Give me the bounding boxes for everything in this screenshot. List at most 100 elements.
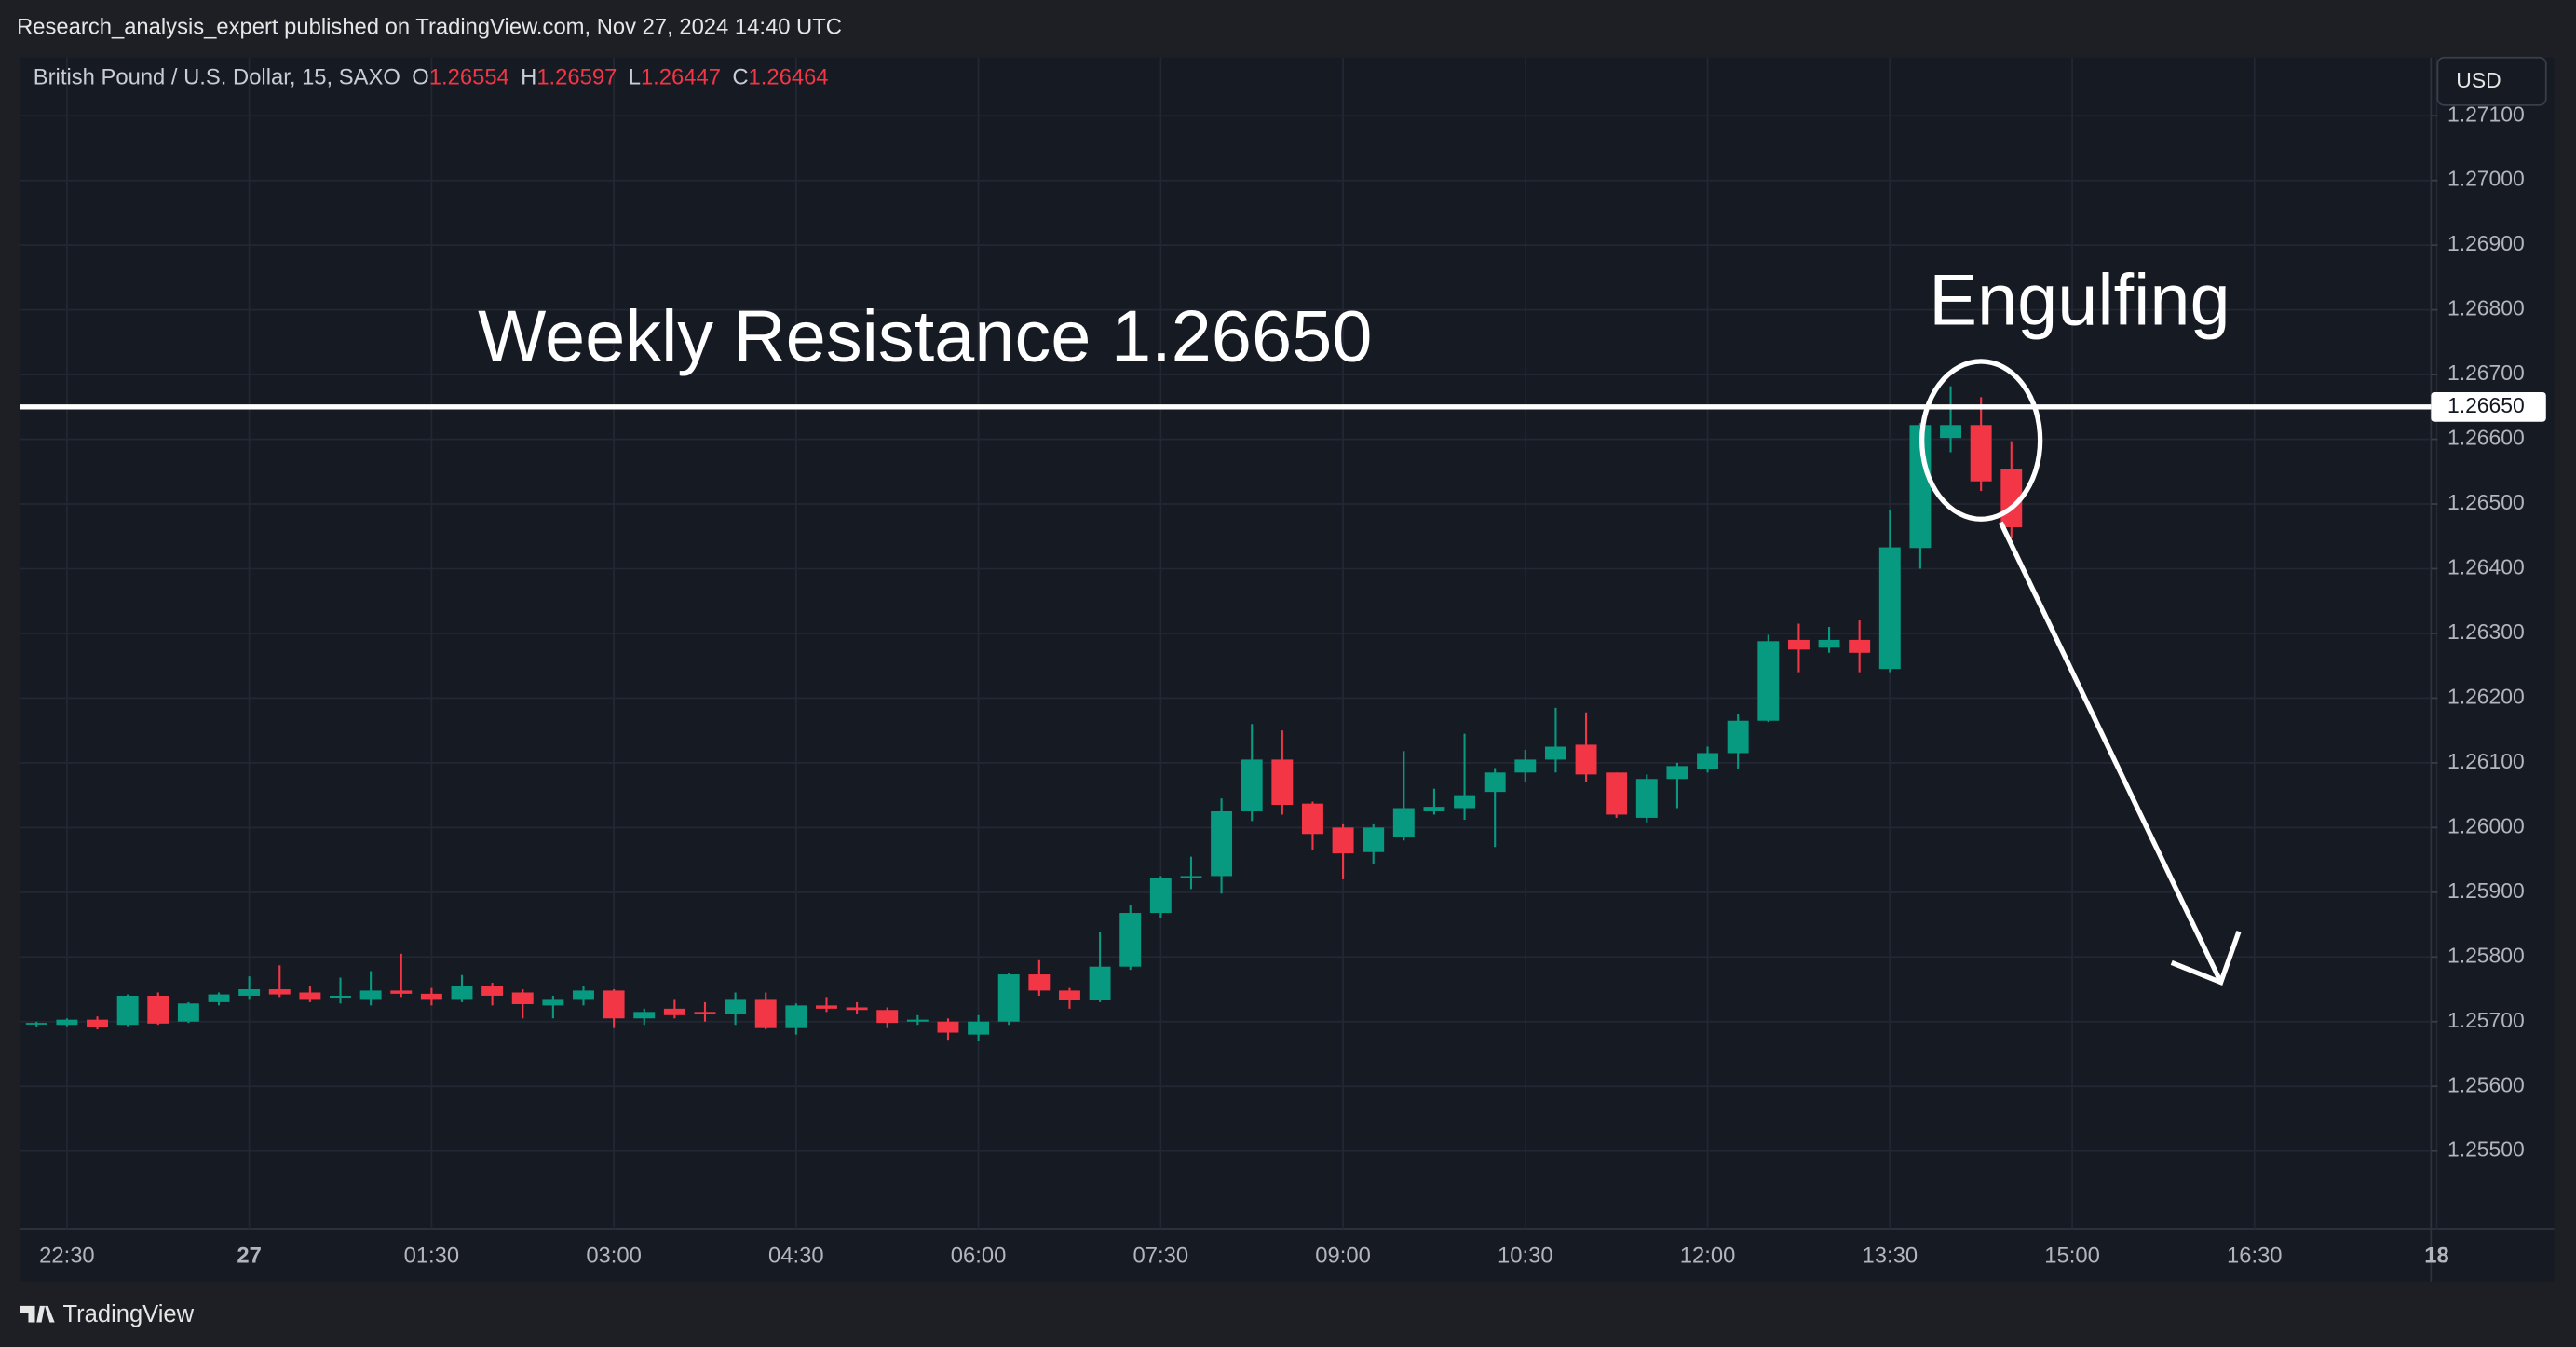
x-tick-label: 27	[237, 1243, 261, 1268]
candle-body	[238, 989, 261, 996]
candle-body	[451, 986, 473, 1000]
resistance-price-label: 1.26650	[2447, 393, 2525, 417]
x-tick-label: 12:00	[1680, 1243, 1736, 1268]
x-tick-label: 16:30	[2227, 1243, 2283, 1268]
candle-body	[906, 1019, 929, 1022]
candle-body	[846, 1007, 868, 1011]
candle-body	[937, 1021, 959, 1033]
x-tick-label: 04:30	[768, 1243, 824, 1268]
candle-body	[1392, 808, 1415, 837]
candle-body	[542, 999, 564, 1006]
candle-body	[725, 999, 747, 1014]
candle-body	[1849, 639, 1871, 653]
candle-body	[1787, 639, 1810, 650]
candle-body	[1970, 425, 1992, 482]
candle-body	[1635, 779, 1658, 818]
y-tick-label: 1.26500	[2447, 490, 2525, 514]
candle-body	[420, 993, 442, 1000]
legend-item: 1.26464	[749, 65, 829, 90]
candle-body	[1606, 772, 1628, 815]
x-tick-label: 13:30	[1863, 1243, 1918, 1268]
candle-body	[1363, 827, 1385, 852]
chart-panel	[20, 57, 2555, 1282]
candle-body	[511, 992, 534, 1004]
candle-body	[147, 995, 169, 1024]
candle-body	[694, 1012, 716, 1014]
y-tick-label: 1.25600	[2447, 1072, 2525, 1096]
y-tick-label: 1.27000	[2447, 167, 2525, 191]
candle-body	[87, 1019, 108, 1027]
x-tick-label: 18	[2424, 1243, 2448, 1268]
y-tick-label: 1.27100	[2447, 102, 2525, 126]
legend-item: L	[629, 65, 641, 90]
candle-body	[1059, 990, 1080, 1000]
brand-name: TradingView	[62, 1301, 194, 1327]
candle-body	[876, 1010, 899, 1024]
legend-item: 1.26554	[429, 65, 509, 90]
legend-item: 1.26447	[641, 65, 721, 90]
overlay	[1919, 359, 2242, 986]
candle-body	[1727, 720, 1749, 754]
legend-item: O	[412, 65, 429, 90]
candle-body	[633, 1012, 656, 1019]
candle-body	[1544, 746, 1566, 760]
candle-body	[1878, 547, 1901, 670]
candle-body	[1909, 425, 1932, 549]
resistance-annotation: Weekly Resistance 1.26650	[478, 296, 1372, 376]
candle-body	[1119, 913, 1142, 967]
candle-body	[208, 994, 230, 1002]
candle-body	[603, 990, 625, 1019]
y-tick-label: 1.26000	[2447, 813, 2525, 837]
y-tick-label: 1.25800	[2447, 943, 2525, 967]
currency-button[interactable]	[2436, 56, 2547, 106]
candle-body	[1484, 772, 1506, 793]
candle-body	[1514, 759, 1537, 773]
candle-body	[1089, 966, 1111, 1000]
candle-body	[1211, 810, 1233, 877]
engulfing-circle	[1919, 359, 2043, 522]
y-tick-label: 1.26600	[2447, 426, 2525, 450]
x-tick-label: 01:30	[404, 1243, 460, 1268]
candle-body	[268, 989, 291, 995]
candle-body	[1818, 639, 1840, 648]
arrow-head	[2170, 930, 2242, 986]
candle-body	[1149, 878, 1172, 914]
legend-item: H	[521, 65, 536, 90]
candle-body	[997, 974, 1020, 1022]
x-tick-label: 15:00	[2044, 1243, 2100, 1268]
candle-body	[116, 995, 139, 1026]
candle-body	[1454, 795, 1476, 809]
x-tick-label: 09:00	[1315, 1243, 1371, 1268]
candles	[25, 386, 2023, 1041]
candle-body	[1271, 759, 1294, 806]
candle-body	[1575, 744, 1597, 775]
candle-body	[663, 1008, 685, 1015]
x-tick-label: 22:30	[39, 1243, 95, 1268]
resistance-price-tag	[2431, 391, 2546, 422]
candle-body	[1301, 803, 1323, 835]
y-tick-label: 1.25700	[2447, 1008, 2525, 1032]
legend-item: British Pound / U.S. Dollar, 15, SAXO	[34, 65, 400, 90]
x-tick-label: 07:30	[1133, 1243, 1189, 1268]
publisher-note: Research_analysis_expert published on Tr…	[17, 14, 842, 39]
candle-body	[330, 995, 351, 999]
candle-body	[25, 1023, 47, 1025]
candle-body	[968, 1021, 990, 1035]
y-tick-label: 1.26900	[2447, 231, 2525, 255]
y-tick-label: 1.26800	[2447, 296, 2525, 320]
y-tick-label: 1.25900	[2447, 878, 2525, 903]
candle-body	[1423, 807, 1445, 811]
candle-body	[1666, 766, 1688, 780]
candle-body	[481, 986, 504, 996]
y-tick-label: 1.26700	[2447, 361, 2525, 385]
currency-label[interactable]: USD	[2456, 68, 2501, 92]
candle-body	[785, 1005, 807, 1028]
y-tick-label: 1.26400	[2447, 555, 2525, 579]
y-tick-label: 1.26300	[2447, 619, 2525, 644]
x-tick-label: 06:00	[951, 1243, 1007, 1268]
candle-body	[1241, 759, 1263, 811]
candle-body	[1028, 974, 1051, 991]
candle-body	[573, 990, 594, 1000]
